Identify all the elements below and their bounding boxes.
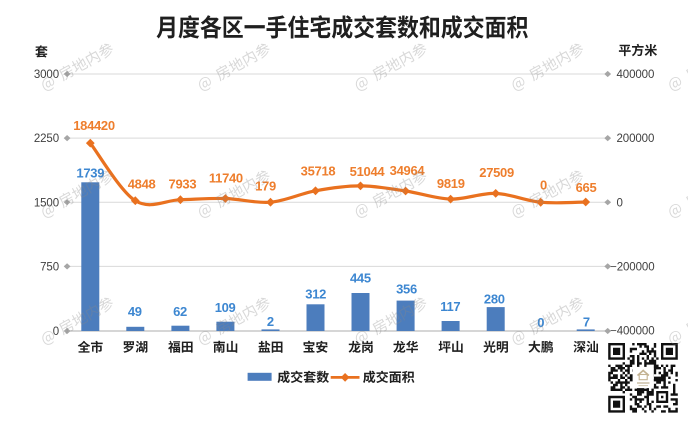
svg-text:179: 179 [255, 179, 276, 194]
svg-text:665: 665 [576, 180, 597, 195]
svg-text:109: 109 [215, 300, 236, 315]
svg-text:0: 0 [617, 197, 623, 209]
svg-text:3000: 3000 [34, 69, 59, 81]
svg-text:−400000: −400000 [610, 326, 654, 338]
svg-text:9819: 9819 [437, 176, 465, 191]
svg-text:200000: 200000 [617, 133, 655, 145]
svg-text:62: 62 [173, 304, 187, 319]
svg-text:312: 312 [305, 286, 326, 301]
svg-text:445: 445 [350, 270, 371, 285]
svg-text:117: 117 [440, 299, 460, 314]
svg-text:1739: 1739 [76, 165, 104, 180]
svg-text:400000: 400000 [617, 69, 655, 81]
svg-text:356: 356 [396, 282, 417, 297]
svg-text:2: 2 [267, 314, 274, 329]
svg-text:184420: 184420 [73, 118, 115, 133]
svg-text:35718: 35718 [301, 163, 336, 178]
svg-text:51044: 51044 [350, 164, 386, 179]
svg-text:11740: 11740 [209, 171, 243, 186]
svg-text:34964: 34964 [390, 163, 426, 178]
svg-text:2250: 2250 [34, 133, 59, 145]
svg-text:0: 0 [540, 178, 547, 193]
svg-text:7933: 7933 [169, 177, 197, 192]
svg-text:1500: 1500 [34, 197, 59, 209]
svg-text:−200000: −200000 [610, 261, 654, 273]
svg-text:280: 280 [484, 292, 505, 307]
svg-text:0: 0 [537, 315, 544, 330]
svg-text:49: 49 [128, 304, 142, 319]
svg-text:7: 7 [583, 314, 590, 329]
svg-text:0: 0 [53, 326, 59, 338]
svg-text:750: 750 [40, 261, 59, 273]
svg-text:4848: 4848 [128, 177, 156, 192]
svg-text:27509: 27509 [479, 165, 514, 180]
